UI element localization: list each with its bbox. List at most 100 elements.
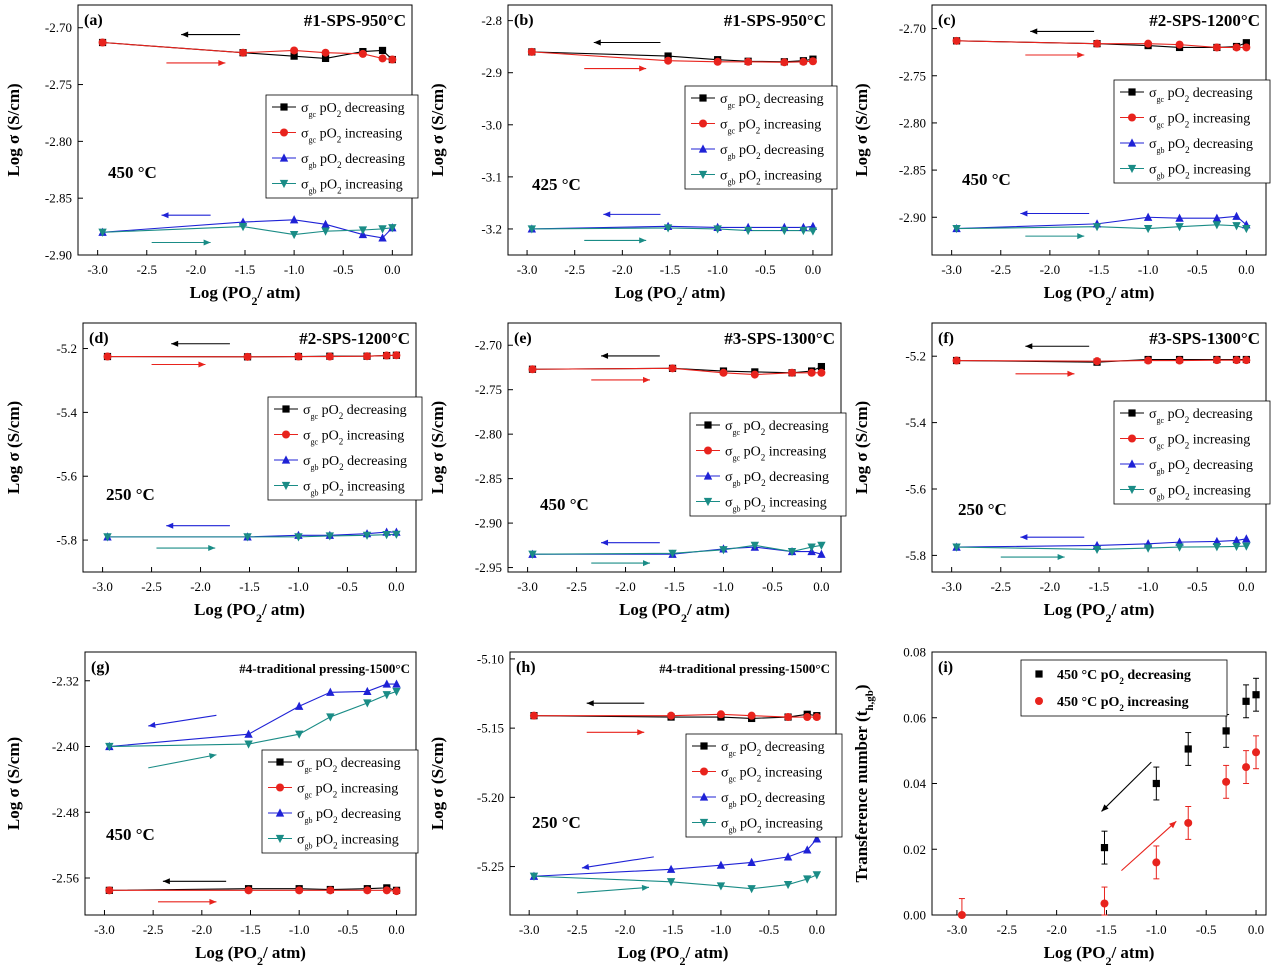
direction-arrow-head [1025,343,1033,350]
data-point-gc_inc [716,710,725,719]
direction-arrow-head [593,39,601,46]
x-tick-label: -2.5 [136,262,157,277]
data-point-gc_inc [378,54,387,63]
panel-title: #3-SPS-1300°C [724,329,835,348]
data-point-gc_inc [1232,43,1241,52]
legend-sub: gb [729,825,737,834]
legend-sub2: 2 [1185,466,1190,476]
series-line-gb_dec [102,219,393,239]
legend-label-gc_inc: σgc pO2 increasing [303,429,404,447]
x-tick-label: -2.0 [192,922,213,937]
data-point-dec [1184,745,1192,753]
y-axis-label-tail: ) [852,684,871,690]
legend-marker-gb_inc [275,834,285,844]
legend-label-gc_dec: σgc pO2 decreasing [297,756,401,774]
x-tick-label: -2.0 [1040,579,1061,594]
data-point-gb_inc [382,691,391,700]
x-tick-label: -3.0 [87,262,108,277]
x-axis-label-main: Log (PO [1044,600,1106,619]
data-point-gb_inc [98,228,107,237]
data-point-gc_inc [1212,43,1221,52]
legend-sigma: σ [1149,112,1157,127]
legend-tail: increasing [1189,112,1250,127]
panel-label: (h) [516,659,536,676]
legend-marker-gc_inc [700,767,708,776]
legend-mid: pO [1165,163,1186,178]
legend-box [267,396,423,501]
direction-arrow-head [161,212,169,219]
x-tick-label: -1.0 [1138,579,1159,594]
legend-sub2: 2 [756,100,761,110]
panel-label: (b) [514,12,534,29]
y-tick-label: -2.90 [45,248,72,263]
data-point-gc_inc [1175,356,1184,365]
data-point-gb_dec [289,215,299,224]
data-point-gb_inc [244,740,253,749]
legend-marker-gc_dec [1128,88,1136,96]
temperature-label: 250 °C [532,813,581,832]
legend-marker-gb_dec [1127,459,1137,468]
temperature-label: 250 °C [958,500,1007,519]
data-point-dec [1242,697,1250,705]
legend-tail: decreasing [1189,407,1252,422]
data-point-gb_inc [325,532,335,541]
panel-g: -3.0 -2.5 -2.0 -1.5 -1.0 -0.5 0.0 -2.56 -2.48 -2.… [4,651,419,968]
legend-tail: decreasing [343,403,406,418]
x-tick-label: -2.0 [612,262,633,277]
legend-mid: pO [741,496,762,511]
series-line-gc_inc [532,367,822,376]
data-point-gb_inc [719,546,728,555]
series-line-gb_inc [109,690,397,748]
series-line-gb_dec [533,838,818,877]
x-tick-label: -2.0 [1046,922,1067,937]
x-tick-label: -1.0 [711,922,732,937]
x-axis-label: Log (PO2/ atm) [1044,600,1155,625]
panel-title: #3-SPS-1300°C [1149,329,1260,348]
data-point-gc_inc [1093,357,1102,366]
data-point-gc_inc [799,57,808,66]
y-tick-label: -2.90 [899,210,926,225]
x-axis-label-main: Log (PO [190,283,252,302]
legend-mid: pO [317,152,338,167]
data-point-gb_inc [743,226,753,236]
panel-label: (c) [938,12,956,29]
x-axis-label-main: Log (PO [1044,283,1106,302]
legend-sub2: 2 [761,504,766,514]
data-point-gb_inc [103,533,112,542]
legend-label-gc_inc: σgc pO2 increasing [725,445,826,463]
x-axis-label-sub: 2 [251,294,257,308]
series-line-gb_inc [102,226,393,236]
legend-sub2: 2 [339,462,344,472]
legend-tail: increasing [761,766,822,781]
legend-sub2: 2 [333,790,338,800]
legend-tail: decreasing [766,470,829,485]
data-point-gc_inc [321,48,330,57]
y-tick-label: -5.25 [477,859,504,874]
legend-box [684,85,838,190]
direction-arrow-head [1020,210,1028,217]
data-point-gc_inc [750,370,759,379]
legend-tail: increasing [760,118,821,133]
y-tick-label: 0.08 [903,645,926,660]
legend-sub: gb [1157,146,1165,155]
data-point-gc_inc [98,38,107,47]
legend-sub2: 2 [337,186,342,196]
x-tick-label: 0.0 [384,262,400,277]
x-axis-label-tail: / atm) [1110,283,1154,302]
data-point-gb_inc [952,224,961,234]
legend-sigma: σ [303,429,311,444]
legend-mid: pO [736,766,757,781]
direction-arrow-head [643,560,651,567]
legend-marker-gb_inc [279,179,289,189]
x-tick-label: -2.0 [186,262,207,277]
x-tick-label: -2.0 [1040,262,1061,277]
x-tick-label: -1.5 [664,579,685,594]
legend-sigma: σ [1149,137,1157,152]
x-tick-label: -3.0 [517,262,538,277]
legend-sigma: σ [1149,86,1157,101]
y-tick-label: -3.0 [481,117,502,132]
legend-marker-gc_inc [704,446,712,455]
x-tick-label: -1.5 [663,922,684,937]
direction-arrow-head [171,340,179,347]
